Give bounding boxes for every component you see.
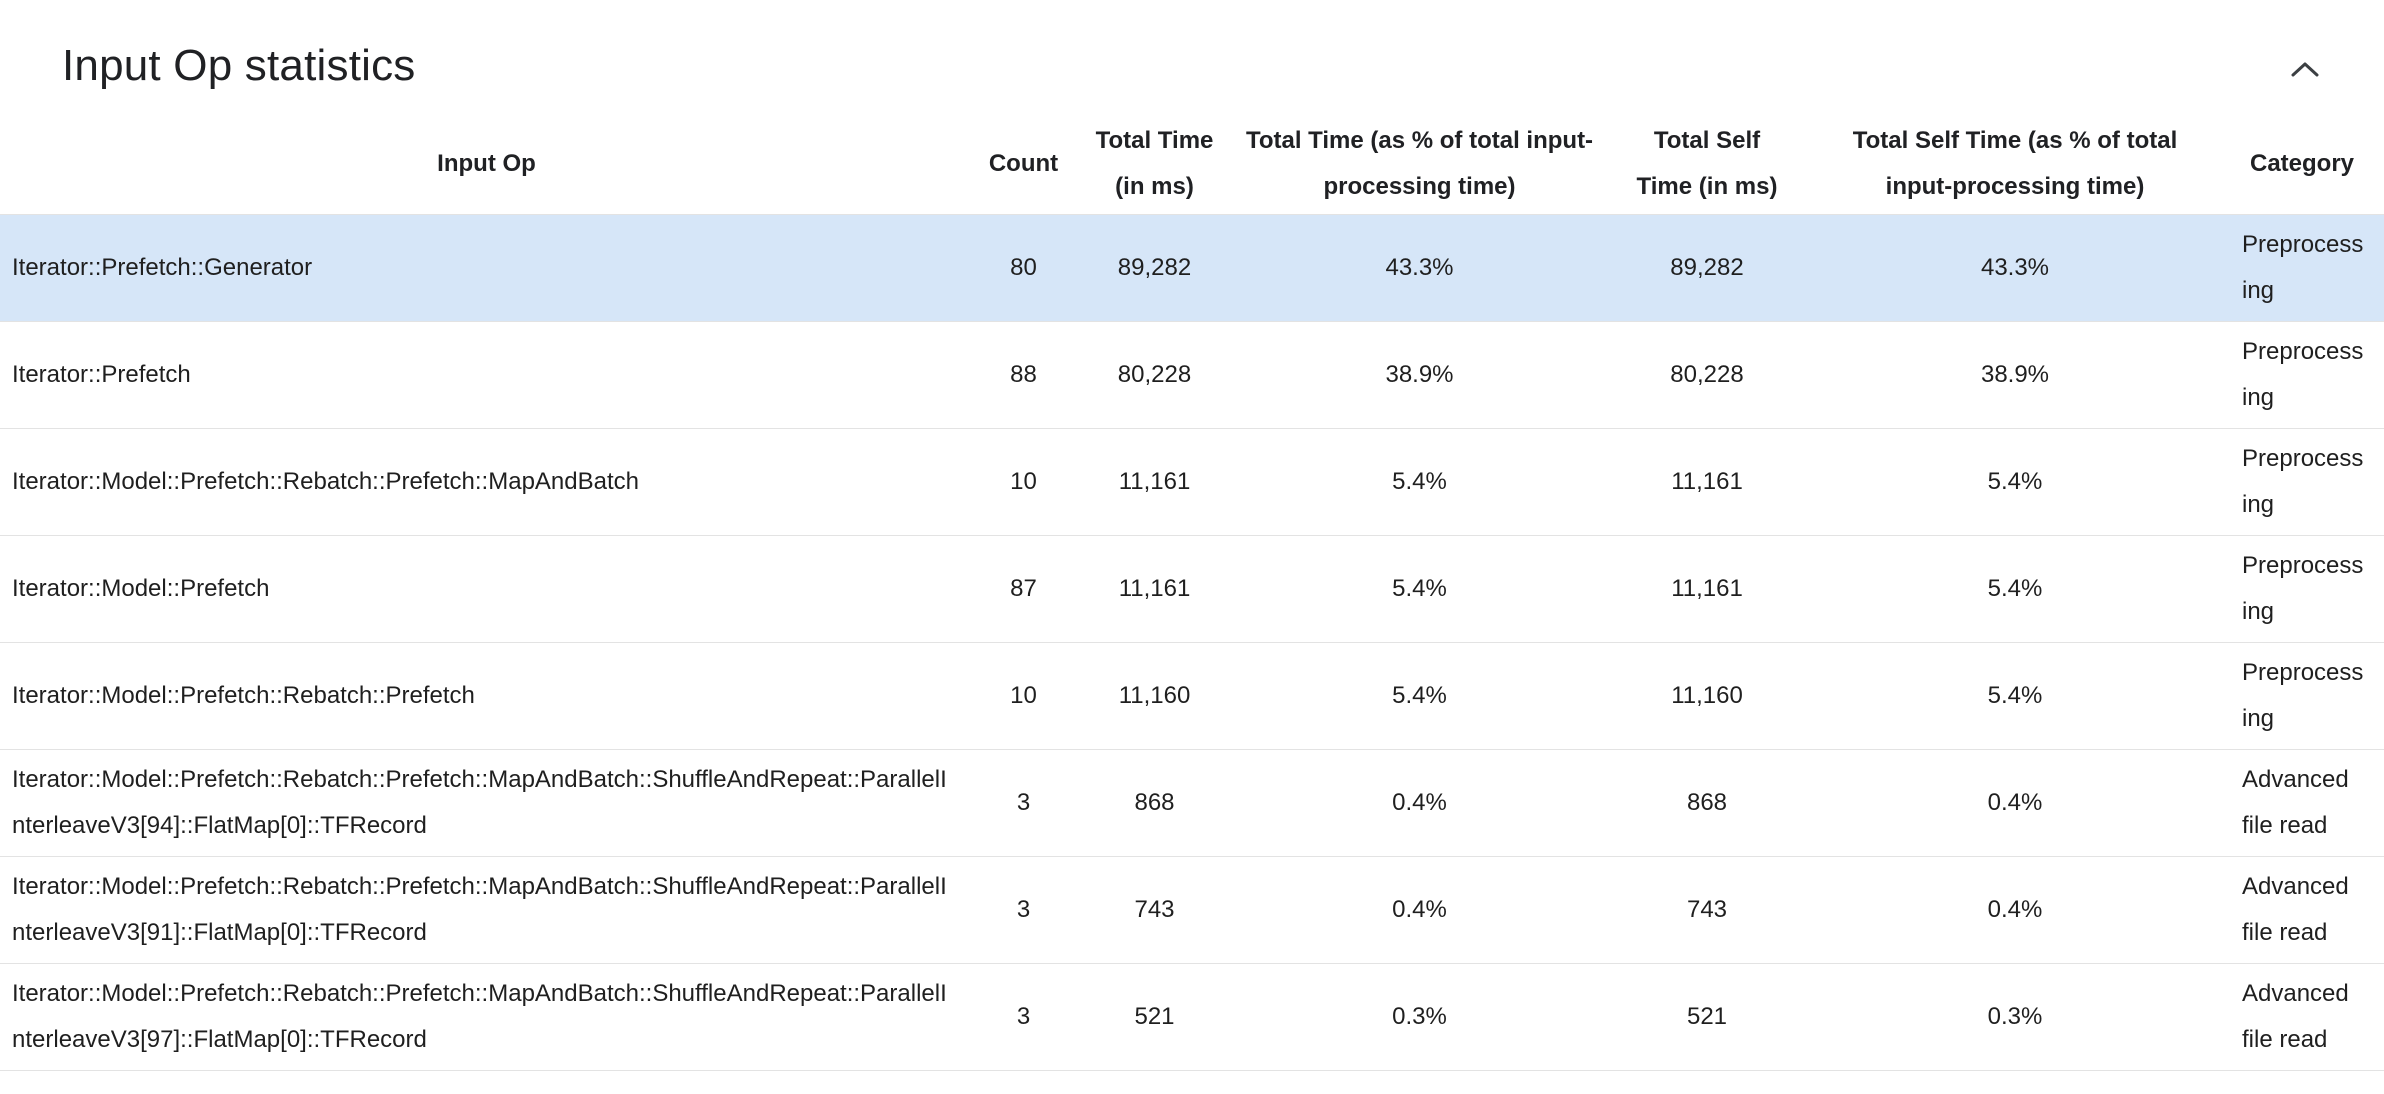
cell-total-time: 11,161 [1118,468,1191,496]
column-header-input-op: Input Op [437,150,536,178]
table-row[interactable]: Iterator::Prefetch::Generator 80 89,282 43.… [0,214,2384,322]
panel-title: Input Op statistics [62,41,416,90]
cell-count: 80 [1010,254,1037,282]
cell-input-op: Iterator::Prefetch::Generator [12,254,313,282]
cell-total-time-pct: 0.4% [1392,789,1447,817]
cell-self-time: 89,282 [1670,254,1744,282]
cell-total-time: 743 [1134,896,1175,924]
cell-self-time-pct: 0.4% [1987,789,2043,817]
cell-count: 87 [1010,575,1037,603]
cell-self-time: 868 [1686,789,1728,817]
cell-total-time: 521 [1134,1003,1175,1031]
cell-total-time: 80,228 [1117,361,1192,389]
cell-self-time: 521 [1686,1003,1728,1031]
cell-count: 10 [1010,468,1037,496]
cell-self-time: 11,161 [1671,468,1743,496]
table-row[interactable]: Iterator::Model::Prefetch 87 11,161 5.4% 11,… [0,535,2384,643]
column-header-category: Category [2249,150,2355,178]
table-row[interactable]: Iterator::Model::Prefetch::Rebatch::Pref… [0,963,2384,1071]
cell-total-time-pct: 43.3% [1385,254,1454,282]
table-row[interactable]: Iterator::Model::Prefetch::Rebatch::Pref… [0,856,2384,964]
cell-total-time-pct: 38.9% [1385,361,1454,389]
cell-count: 3 [1016,789,1031,817]
cell-count: 3 [1016,896,1031,924]
cell-total-time: 868 [1134,789,1175,817]
cell-category: Preprocessing [2242,659,2364,733]
cell-self-time-pct: 43.3% [1980,254,2050,282]
cell-total-time-pct: 5.4% [1392,682,1447,710]
cell-input-op: Iterator::Model::Prefetch::Rebatch::Pref… [12,682,475,710]
table-row[interactable]: Iterator::Model::Prefetch::Rebatch::Pref… [0,428,2384,536]
cell-input-op: Iterator::Model::Prefetch::Rebatch::Pref… [12,766,947,840]
cell-category: Advanced file read [2242,766,2349,840]
cell-category: Advanced file read [2242,873,2349,947]
collapse-button[interactable] [2286,56,2324,85]
cell-total-time-pct: 0.3% [1392,1003,1447,1031]
cell-count: 3 [1016,1003,1031,1031]
cell-category: Advanced file read [2242,980,2349,1054]
cell-total-time-pct: 5.4% [1392,575,1447,603]
cell-category: Preprocessing [2242,231,2364,305]
table-row[interactable]: Iterator::Model::Prefetch::Rebatch::Pref… [0,749,2384,857]
cell-category: Preprocessing [2242,445,2364,519]
cell-input-op: Iterator::Model::Prefetch::Rebatch::Pref… [12,980,947,1054]
cell-self-time-pct: 5.4% [1987,575,2043,603]
cell-total-time: 89,282 [1117,254,1192,282]
cell-count: 10 [1010,682,1037,710]
cell-total-time-pct: 0.4% [1392,896,1447,924]
cell-self-time-pct: 38.9% [1980,361,2050,389]
table-row[interactable]: Iterator::Model::Prefetch::Rebatch::Pref… [0,642,2384,750]
cell-input-op: Iterator::Model::Prefetch::Rebatch::Pref… [12,468,639,496]
cell-self-time-pct: 0.3% [1987,1003,2043,1031]
cell-total-time: 11,160 [1118,682,1191,710]
column-header-count: Count [988,150,1059,178]
table-header: Input Op Count Total Time (in ms) Total Tim… [0,114,2384,215]
table-row[interactable]: Iterator::Prefetch 88 80,228 38.9% 80,228 38.… [0,321,2384,429]
panel-header: Input Op statistics [0,0,2384,114]
cell-total-time: 11,161 [1118,575,1191,603]
cell-self-time: 11,160 [1671,682,1743,710]
chevron-up-icon [2290,62,2320,81]
column-header-total-time: Total Time (in ms) [1095,127,1214,201]
cell-total-time-pct: 5.4% [1392,468,1447,496]
cell-category: Preprocessing [2242,552,2364,626]
cell-self-time: 11,161 [1671,575,1743,603]
cell-self-time-pct: 0.4% [1987,896,2043,924]
input-op-table: Input Op Count Total Time (in ms) Total Tim… [0,114,2384,1071]
cell-count: 88 [1010,361,1037,389]
cell-input-op: Iterator::Model::Prefetch::Rebatch::Pref… [12,873,947,947]
cell-input-op: Iterator::Model::Prefetch [12,575,270,603]
cell-self-time: 80,228 [1670,361,1744,389]
cell-input-op: Iterator::Prefetch [12,361,191,389]
cell-self-time-pct: 5.4% [1987,682,2043,710]
column-header-total-time-pct: Total Time (as % of total input-processi… [1245,127,1594,201]
column-header-total-self-time: Total Self Time (in ms) [1636,127,1778,201]
cell-category: Preprocessing [2242,338,2364,412]
cell-self-time: 743 [1686,896,1728,924]
cell-self-time-pct: 5.4% [1987,468,2043,496]
column-header-total-self-time-pct: Total Self Time (as % of total input-pro… [1852,127,2178,201]
